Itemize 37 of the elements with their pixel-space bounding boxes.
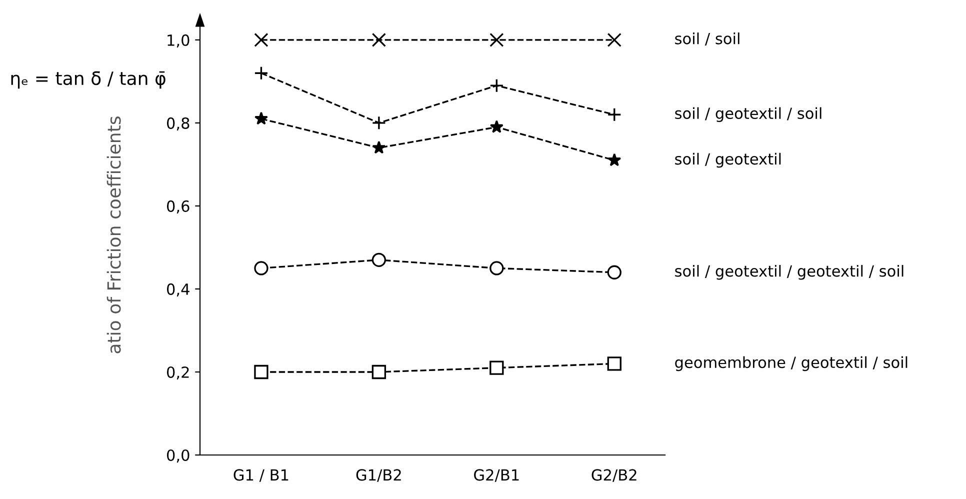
y-tick-label: 0,2 [166,366,189,380]
text: soil / soil [675,32,740,46]
point [254,32,268,47]
point [490,78,504,93]
point [254,66,268,80]
point [607,32,622,47]
y-tick-label: 1,0 [168,34,190,48]
point [490,261,504,276]
text: soil / geotextil / soil [675,107,822,122]
point [254,364,268,380]
x-tick-label: G2/B2 [592,469,636,482]
x-tick-label: G1 / B1 [234,469,288,482]
point [372,364,386,380]
text: ηₑ = tan δ̄ / tan φ̄ [11,71,166,89]
y-tick-label: 0,6 [166,200,190,214]
point [607,265,622,280]
point [254,112,268,125]
text: soil / geotextil [675,152,781,168]
x-tick-label: G2/B1 [474,469,519,482]
point [372,32,386,47]
y-axis-title: atio of Friction coefficients [106,116,121,354]
y-tick-label: 0,0 [166,449,190,463]
point [490,360,504,375]
point [490,32,504,47]
point [608,153,622,166]
point [607,356,622,371]
point [372,116,386,130]
point [490,120,504,133]
y-tick-label: 0,4 [166,283,190,297]
text: soil / geotextil / geotextil / soil [675,264,904,280]
point [254,261,268,276]
point [372,140,386,154]
text: geomembrone / geotextil / soil [675,356,908,372]
point [607,108,622,122]
x-tick-label: G1/B2 [356,469,401,482]
point [372,252,386,267]
y-tick-label: 0,8 [166,117,190,131]
